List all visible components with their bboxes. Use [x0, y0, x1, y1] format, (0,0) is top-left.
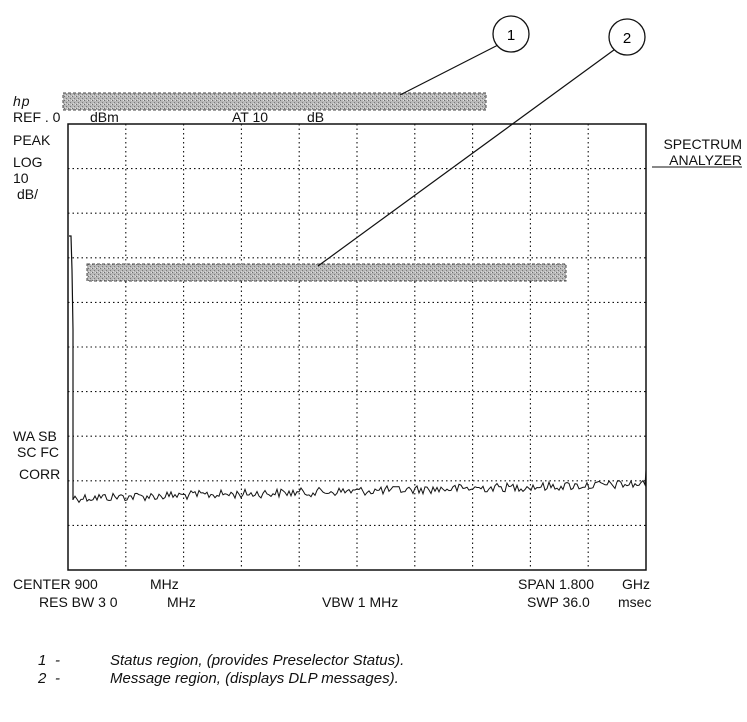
mode-label-analyzer: ANALYZER: [669, 152, 742, 168]
resolution-bandwidth: RES BW 3 0: [39, 594, 118, 610]
center-frequency: CENTER 900: [13, 576, 98, 592]
legend-number: 1: [38, 652, 47, 669]
legend-item-2: 2 - Message region, (displays DLP messag…: [38, 670, 718, 688]
span-value: SPAN 1.800: [518, 576, 595, 592]
callout-1-circle: [492, 15, 530, 53]
lo-feedthrough-spike: [69, 235, 74, 500]
message-region: [86, 263, 567, 282]
legend-item-1: 1 - Status region, (provides Preselector…: [38, 652, 718, 670]
spectrum-trace: [72, 469, 647, 504]
mode-label-spectrum: SPECTRUM: [663, 136, 742, 152]
scale-value: 10: [13, 170, 29, 186]
legend-description: Status region, (provides Preselector Sta…: [110, 652, 405, 669]
status-wa-sb: WA SB: [13, 428, 57, 444]
span-unit: GHz: [622, 576, 650, 592]
center-frequency-unit: MHz: [150, 576, 179, 592]
graticule-grid: [68, 124, 646, 570]
attenuation-unit: dB: [307, 109, 325, 125]
legend-dash: -: [55, 652, 60, 669]
sweep-time: SWP 36.0: [527, 594, 590, 610]
scale-unit: dB/: [17, 186, 39, 202]
callout-2-leader: [317, 46, 619, 267]
callout-2-number: 2: [623, 30, 631, 47]
hp-logo: hp: [13, 93, 31, 109]
legend-number: 2: [38, 670, 47, 687]
callout-1-leader: [399, 43, 501, 96]
callout-2-circle: [608, 18, 646, 56]
status-sc-fc: SC FC: [17, 444, 59, 460]
detector-peak: PEAK: [13, 132, 51, 148]
status-region: [62, 92, 487, 111]
ref-level-unit: dBm: [90, 109, 119, 125]
legend-dash: -: [55, 670, 60, 687]
sweep-time-unit: msec: [618, 594, 652, 610]
video-bandwidth: VBW 1 MHz: [322, 594, 399, 610]
resolution-bandwidth-unit: MHz: [167, 594, 196, 610]
ref-level-value: REF . 0: [13, 109, 61, 125]
legend-description: Message region, (displays DLP messages).: [110, 670, 399, 687]
callout-1-number: 1: [507, 27, 515, 44]
attenuation-value: AT 10: [232, 109, 269, 125]
status-corr: CORR: [19, 466, 61, 482]
scale-log: LOG: [13, 154, 43, 170]
